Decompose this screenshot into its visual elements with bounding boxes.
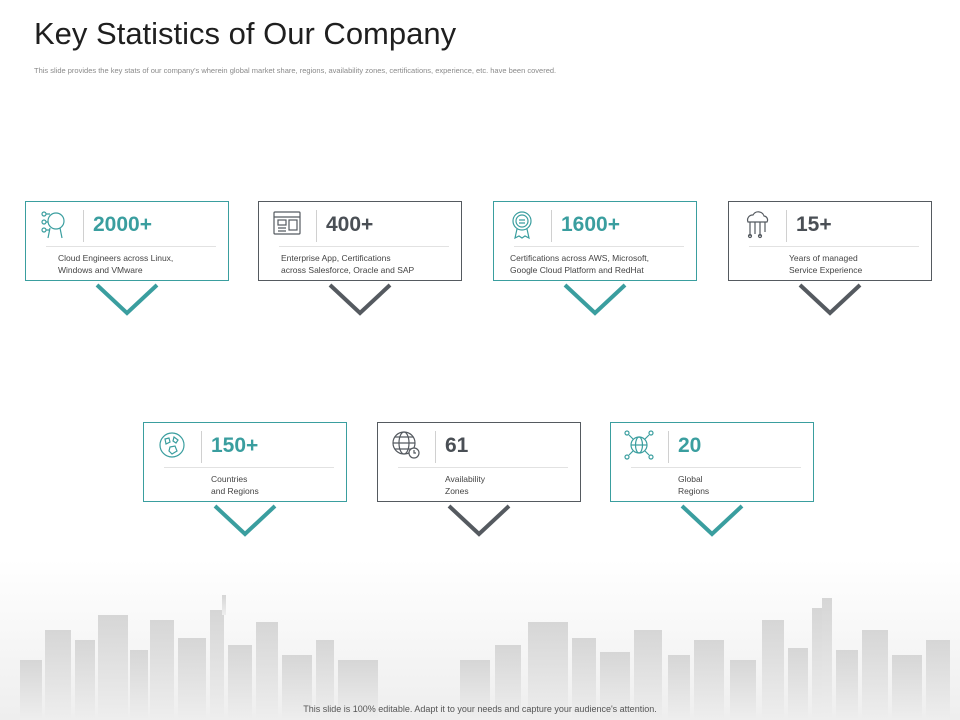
- chevron-down-icon: [680, 504, 744, 537]
- divider-horizontal: [164, 467, 334, 468]
- divider-horizontal: [514, 246, 684, 247]
- stat-card-experience: 15+ Years of managed Service Experience: [728, 201, 932, 281]
- globe-clock-icon: [392, 431, 420, 459]
- divider-vertical: [435, 431, 436, 463]
- divider-horizontal: [46, 246, 216, 247]
- page-title: Key Statistics of Our Company: [34, 16, 457, 51]
- divider-vertical: [786, 210, 787, 242]
- city-skyline-background: [0, 560, 960, 720]
- robot-head-icon: [41, 211, 65, 239]
- chevron-down-icon: [95, 283, 159, 316]
- divider-horizontal: [631, 467, 801, 468]
- stat-value: 2000+: [93, 213, 152, 236]
- chevron-down-icon: [328, 283, 392, 316]
- stat-description: Cloud Engineers across Linux, Windows and…: [58, 253, 174, 275]
- stat-card-cloud-engineers: 2000+ Cloud Engineers across Linux, Windo…: [25, 201, 229, 281]
- divider-vertical: [551, 210, 552, 242]
- divider-horizontal: [749, 246, 919, 247]
- stat-card-countries: 150+ Countries and Regions: [143, 422, 347, 502]
- divider-vertical: [201, 431, 202, 463]
- stat-description: Enterprise App, Certifications across Sal…: [281, 253, 415, 275]
- stat-value: 150+: [211, 434, 259, 457]
- globe-network-icon: [624, 430, 654, 460]
- chevron-down-icon: [563, 283, 627, 316]
- stat-description: Countries and Regions: [211, 474, 259, 496]
- stat-value: 15+: [796, 213, 832, 236]
- stat-description: Years of managed Service Experience: [789, 253, 863, 275]
- divider-vertical: [316, 210, 317, 242]
- cloud-tools-icon: [746, 211, 769, 239]
- stat-description: Availability Zones: [445, 474, 486, 496]
- chevron-down-icon: [447, 504, 511, 537]
- stat-card-enterprise-app: 400+ Enterprise App, Certifications acros…: [258, 201, 462, 281]
- stat-card-certifications: 1600+ Certifications across AWS, Microso…: [493, 201, 697, 281]
- divider-horizontal: [398, 467, 568, 468]
- stat-value: 400+: [326, 213, 374, 236]
- stat-description: Global Regions: [678, 474, 710, 496]
- page-subtitle: This slide provides the key stats of our…: [34, 66, 557, 75]
- stat-card-global-regions: 20 Global Regions: [610, 422, 814, 502]
- chevron-down-icon: [213, 504, 277, 537]
- stat-card-availability-zones: 61 Availability Zones: [377, 422, 581, 502]
- certificate-badge-icon: [512, 211, 532, 240]
- divider-vertical: [83, 210, 84, 242]
- divider-vertical: [668, 431, 669, 463]
- footer-note: This slide is 100% editable. Adapt it to…: [303, 704, 657, 714]
- chevron-down-icon: [798, 283, 862, 316]
- stat-value: 61: [445, 434, 469, 457]
- app-window-icon: [273, 211, 301, 235]
- divider-horizontal: [279, 246, 449, 247]
- stat-value: 1600+: [561, 213, 620, 236]
- globe-map-icon: [159, 432, 185, 458]
- stat-value: 20: [678, 434, 702, 457]
- stat-description: Certifications across AWS, Microsoft, Goo…: [510, 253, 650, 275]
